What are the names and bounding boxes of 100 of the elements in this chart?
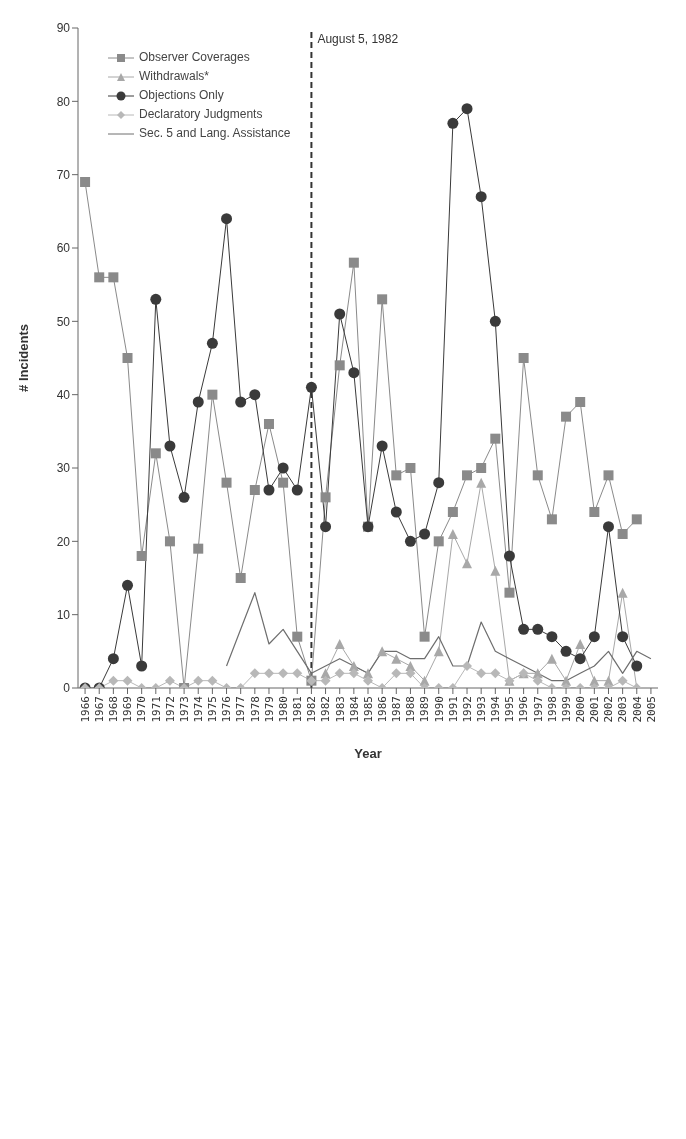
x-tick-label: 1983 [333, 696, 347, 723]
point [603, 470, 614, 481]
y-tick-label: 10 [56, 607, 71, 622]
point [263, 419, 274, 429]
point [490, 668, 501, 679]
x-tick-label: 1968 [107, 696, 121, 723]
point [150, 293, 162, 305]
y-tick-label: 40 [56, 387, 71, 402]
point [476, 668, 487, 679]
point [490, 565, 501, 576]
point [235, 396, 247, 408]
x-tick-label: 1997 [531, 696, 545, 723]
point [221, 477, 232, 488]
point [447, 507, 458, 517]
legend-label: Observer Coverages [138, 49, 251, 66]
point [320, 492, 331, 503]
x-tick-label: 1992 [460, 696, 474, 723]
point [249, 389, 261, 401]
point [447, 529, 458, 539]
x-tick-label: 1987 [390, 696, 404, 723]
point [390, 506, 402, 518]
point [391, 470, 402, 481]
point [263, 484, 275, 496]
point [447, 117, 459, 129]
point [546, 631, 558, 643]
x-tick-label: 1996 [517, 696, 531, 723]
point [489, 315, 501, 327]
point [561, 411, 572, 422]
point [292, 631, 303, 642]
point [475, 191, 487, 203]
x-tick-label: 1998 [545, 696, 559, 723]
point [348, 367, 360, 379]
point [263, 668, 274, 679]
legend-label: Withdrawals* [138, 68, 211, 85]
point [518, 623, 530, 635]
point [150, 448, 161, 459]
y-tick-label: 70 [56, 167, 71, 182]
x-tick-label: 1985 [361, 696, 375, 723]
point [617, 529, 628, 539]
x-tick-label: 1966 [78, 696, 92, 723]
ref-line-label: August 5, 1982 [317, 31, 399, 46]
point [348, 257, 359, 268]
point [518, 353, 529, 363]
x-tick-label: 1980 [276, 696, 290, 723]
point [532, 675, 543, 686]
point [235, 573, 246, 583]
point [292, 668, 303, 679]
point [617, 675, 628, 686]
x-tick-label: 1976 [220, 696, 234, 723]
point [320, 521, 332, 533]
y-tick-label: 20 [56, 534, 71, 549]
x-tick-label: 2003 [616, 696, 630, 723]
point [334, 668, 345, 679]
point [462, 558, 473, 569]
x-tick-label: 2001 [588, 696, 602, 723]
point [136, 660, 148, 672]
x-tick-label: 1984 [347, 695, 361, 723]
x-tick-label: 1995 [503, 696, 517, 723]
x-tick-label: 1993 [474, 696, 488, 723]
x-tick-label: 1989 [418, 696, 432, 723]
x-tick-label: 2002 [602, 696, 616, 723]
point [433, 477, 445, 489]
point [588, 631, 600, 643]
point [249, 485, 260, 495]
x-tick-label: 1979 [262, 696, 276, 723]
point [334, 308, 346, 320]
point [575, 397, 586, 407]
point [108, 675, 119, 686]
point [164, 440, 176, 452]
point [476, 477, 487, 488]
point [377, 646, 388, 657]
point [575, 639, 586, 649]
point [405, 463, 416, 473]
legend-label: Sec. 5 and Lang. Assistance [138, 125, 291, 142]
point [278, 477, 289, 488]
point [249, 668, 260, 679]
point [631, 514, 642, 525]
point [391, 653, 402, 664]
point [192, 396, 204, 408]
point [631, 660, 643, 672]
point [164, 675, 175, 686]
point [334, 360, 345, 371]
y-tick-label: 50 [56, 314, 71, 329]
y-axis-title: # Incidents [15, 324, 31, 392]
point [589, 507, 600, 517]
x-tick-label: 2004 [630, 695, 644, 723]
y-tick-label: 60 [56, 241, 71, 256]
x-tick-label: 1982 [305, 696, 319, 723]
point [391, 668, 402, 679]
x-tick-label: 1977 [234, 696, 248, 723]
point [560, 645, 572, 657]
point [363, 675, 373, 686]
point [108, 272, 119, 283]
y-tick-label: 90 [56, 21, 71, 36]
point [348, 668, 359, 679]
x-tick-label: 1975 [206, 696, 220, 723]
point [122, 579, 134, 591]
x-axis-title: Year [354, 746, 382, 761]
point [461, 103, 473, 115]
point [193, 675, 204, 686]
